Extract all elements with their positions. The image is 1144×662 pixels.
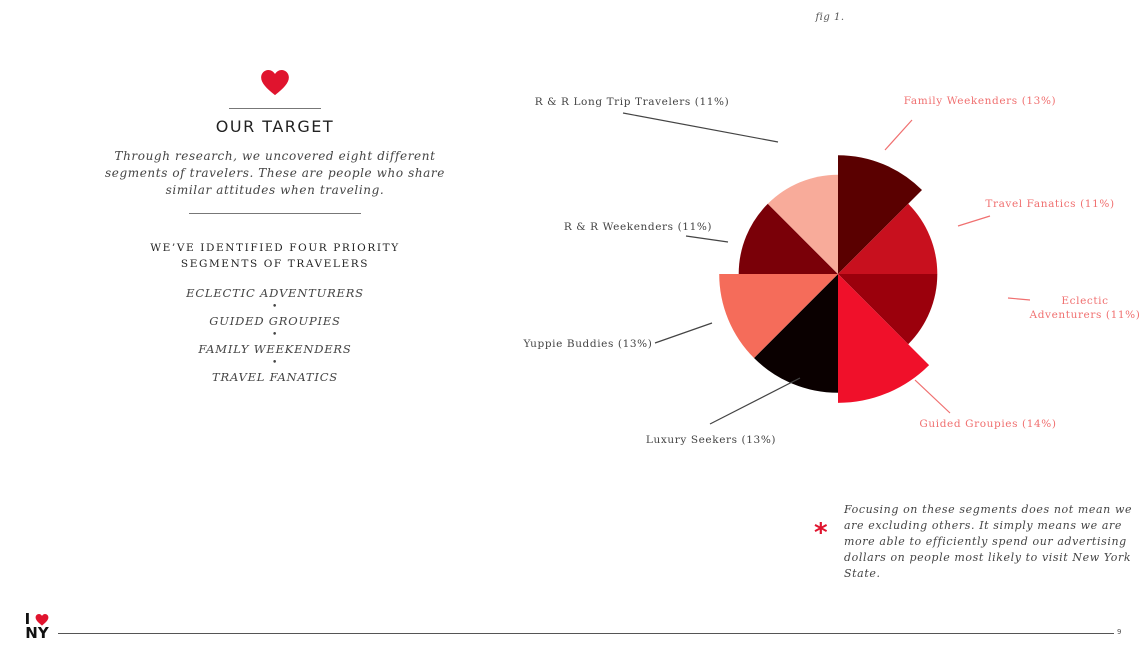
slice-label: Yuppie Buddies (13%) <box>523 338 653 350</box>
priority-heading: WE’VE IDENTIFIED FOUR PRIORITY SEGMENTS … <box>90 240 460 272</box>
footer-divider <box>58 633 1114 634</box>
logo-line: I <box>20 610 54 628</box>
i-love-ny-logo: I NY <box>20 612 54 641</box>
slice-label: Family Weekenders (13%) <box>904 95 1057 107</box>
figure-label: fig 1. <box>815 12 845 23</box>
chart-slice <box>738 203 838 274</box>
page-number: 9 <box>1117 628 1122 636</box>
priority-heading-line: SEGMENTS OF TRAVELERS <box>180 258 370 270</box>
slice-label: Travel Fanatics (11%) <box>985 198 1114 210</box>
logo-line: NY <box>25 624 49 642</box>
leader-line <box>914 379 951 414</box>
section-divider <box>189 213 361 214</box>
intro-text: Through research, we uncovered eight dif… <box>105 149 445 197</box>
slice-label: Eclectic Adventurers (11%) <box>1029 295 1141 321</box>
priority-segment: FAMILY WEEKENDERS <box>198 342 352 356</box>
slice-label: Luxury Seekers (13%) <box>646 434 776 446</box>
priority-heading-line: WE’VE IDENTIFIED FOUR PRIORITY <box>150 242 400 254</box>
leader-line <box>622 112 779 143</box>
chart-slice <box>838 274 930 403</box>
leader-line <box>884 119 913 151</box>
chart-slice <box>838 203 938 274</box>
chart-slice <box>838 155 922 274</box>
priority-segment: ECLECTIC ADVENTURERS <box>186 286 364 300</box>
priority-segment-list: ECLECTIC ADVENTURERS • GUIDED GROUPIES •… <box>90 286 460 384</box>
chart-slice <box>719 274 838 358</box>
left-panel: OUR TARGET Through research, we uncovere… <box>90 70 460 384</box>
slice-label: R & R Long Trip Travelers (11%) <box>535 96 730 108</box>
title-divider <box>229 108 321 109</box>
slice-label: R & R Weekenders (11%) <box>564 221 712 233</box>
leader-line <box>957 215 991 227</box>
footnote-text: Focusing on these segments does not mean… <box>844 503 1133 580</box>
leader-line <box>654 322 713 344</box>
leader-line <box>685 235 729 243</box>
chart-slice <box>838 274 938 345</box>
slice-label: Guided Groupies (14%) <box>919 418 1056 430</box>
page-title: OUR TARGET <box>215 117 335 136</box>
asterisk-icon: * <box>814 518 828 548</box>
heart-icon <box>36 613 49 626</box>
priority-segment: GUIDED GROUPIES <box>209 314 341 328</box>
separator-dot: • <box>271 358 279 368</box>
chart-slice <box>754 274 838 393</box>
leader-line <box>709 377 801 425</box>
heart-icon <box>261 70 289 96</box>
priority-segment: TRAVEL FANATICS <box>212 370 338 384</box>
logo-letter: I <box>24 610 31 628</box>
separator-dot: • <box>271 330 279 340</box>
leader-line <box>1007 297 1031 301</box>
chart-slice <box>767 174 838 274</box>
separator-dot: • <box>271 302 279 312</box>
